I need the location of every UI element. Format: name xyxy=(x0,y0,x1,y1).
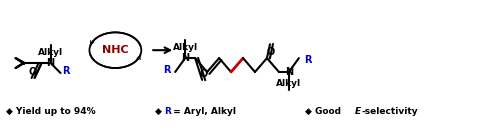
Text: ◆ Good: ◆ Good xyxy=(305,107,344,116)
Text: O: O xyxy=(28,67,36,77)
Text: = Aryl, Alkyl: = Aryl, Alkyl xyxy=(170,107,236,116)
Text: N: N xyxy=(285,67,293,77)
Text: R: R xyxy=(62,66,70,76)
Text: R: R xyxy=(304,55,312,65)
Text: Alkyl: Alkyl xyxy=(38,48,63,57)
Text: O: O xyxy=(199,69,207,79)
Text: O: O xyxy=(267,47,275,57)
Text: ◆: ◆ xyxy=(156,107,166,116)
Text: ◆ Yield up to 94%: ◆ Yield up to 94% xyxy=(6,107,96,116)
Text: Alkyl: Alkyl xyxy=(276,79,301,88)
Text: -selectivity: -selectivity xyxy=(362,107,418,116)
Text: NHC: NHC xyxy=(102,45,128,55)
Text: N: N xyxy=(46,58,54,68)
Text: N: N xyxy=(181,53,189,63)
Text: Alkyl: Alkyl xyxy=(172,43,198,52)
Text: R: R xyxy=(162,65,170,75)
Text: R: R xyxy=(164,107,171,116)
Text: E: E xyxy=(354,107,361,116)
